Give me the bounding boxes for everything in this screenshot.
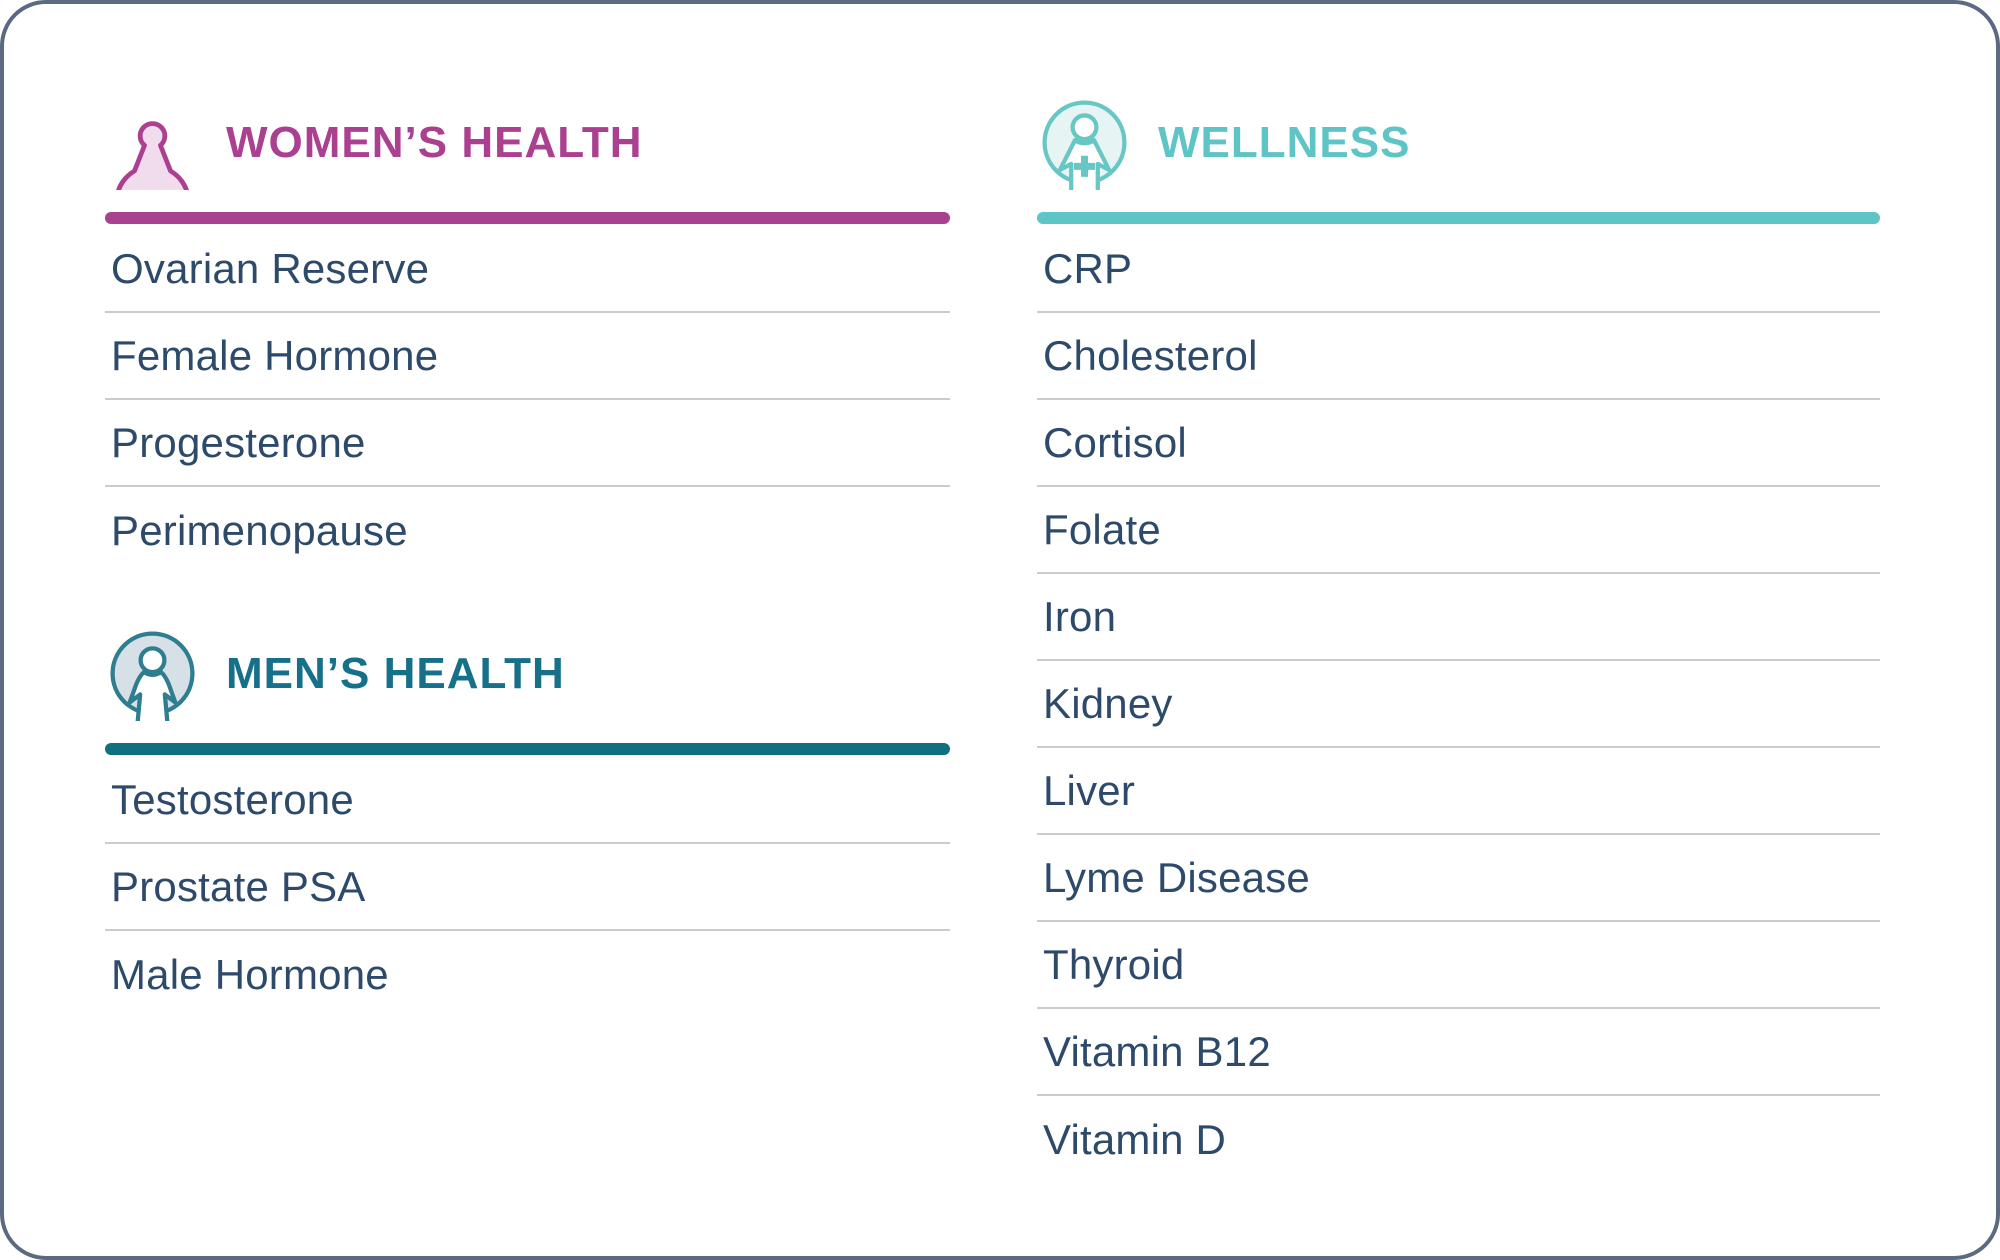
test-menu-item[interactable]: Perimenopause [105,487,950,574]
test-menu-item[interactable]: Testosterone [105,757,950,844]
test-menu-item-label: Kidney [1043,679,1173,727]
test-menu-item[interactable]: Kidney [1037,661,1880,748]
wellness-header: WELLNESS [1037,95,1880,190]
test-menu-item[interactable]: Iron [1037,574,1880,661]
test-menu-item-label: Folate [1043,505,1161,553]
test-menu-item[interactable]: Folate [1037,487,1880,574]
test-menu-item[interactable]: Liver [1037,748,1880,835]
section-title-mens-health: MEN’S HEALTH [226,648,565,698]
woman-symbol-icon [105,95,200,190]
wellness-accent-bar [1037,212,1880,224]
test-menu-item-label: Female Hormone [111,331,439,379]
test-menu-item[interactable]: Thyroid [1037,922,1880,1009]
test-menu-item-label: Cholesterol [1043,331,1258,379]
test-menu-item-label: Lyme Disease [1043,853,1310,901]
section-wellness: WELLNESS CRP Cholesterol Cortisol [1037,95,1880,1183]
man-symbol-icon [105,626,200,721]
test-menu-item-label: Liver [1043,766,1136,814]
test-menu-item[interactable]: Male Hormone [105,931,950,1018]
test-menu-item[interactable]: Lyme Disease [1037,835,1880,922]
mens-health-header: MEN’S HEALTH [105,626,950,721]
test-menu-item[interactable]: Prostate PSA [105,844,950,931]
mens-accent-bar [105,743,950,755]
test-menu-item[interactable]: Ovarian Reserve [105,226,950,313]
test-menu-item-label: Perimenopause [111,506,408,554]
womens-health-list: Ovarian Reserve Female Hormone Progester… [105,226,950,574]
test-menu-item[interactable]: Cortisol [1037,400,1880,487]
mens-health-list: Testosterone Prostate PSA Male Hormone [105,757,950,1018]
test-menu-item[interactable]: Cholesterol [1037,313,1880,400]
test-menu-item-label: Prostate PSA [111,862,366,910]
test-menu-item[interactable]: Vitamin D [1037,1096,1880,1183]
womens-accent-bar [105,212,950,224]
womens-health-header: WOMEN’S HEALTH [105,95,950,190]
test-menu-item-label: Iron [1043,592,1117,640]
test-menu-item-label: Ovarian Reserve [111,244,430,292]
wellness-list: CRP Cholesterol Cortisol Folate [1037,226,1880,1183]
test-menu-item[interactable]: Female Hormone [105,313,950,400]
test-menu-item-label: Thyroid [1043,940,1185,988]
test-menu-item-label: CRP [1043,244,1133,292]
test-menu-item-label: Testosterone [111,775,354,823]
wellness-person-cross-icon [1037,95,1132,190]
test-menu-item[interactable]: Progesterone [105,400,950,487]
test-menu-item-label: Cortisol [1043,418,1187,466]
test-menu-item-label: Vitamin D [1043,1115,1227,1163]
test-menu-item[interactable]: Vitamin B12 [1037,1009,1880,1096]
left-column: WOMEN’S HEALTH Ovarian Reserve Female Ho… [105,95,950,1256]
section-womens-health: WOMEN’S HEALTH Ovarian Reserve Female Ho… [105,95,950,574]
test-menu-item-label: Male Hormone [111,950,389,998]
test-menu-item-label: Vitamin B12 [1043,1027,1271,1075]
section-title-womens-health: WOMEN’S HEALTH [226,117,643,167]
test-menu-item-label: Progesterone [111,418,366,466]
section-mens-health: MEN’S HEALTH Testosterone Prostate PSA M… [105,626,950,1018]
section-title-wellness: WELLNESS [1158,117,1411,167]
right-column: WELLNESS CRP Cholesterol Cortisol [1037,95,1880,1256]
test-menu-item[interactable]: CRP [1037,226,1880,313]
